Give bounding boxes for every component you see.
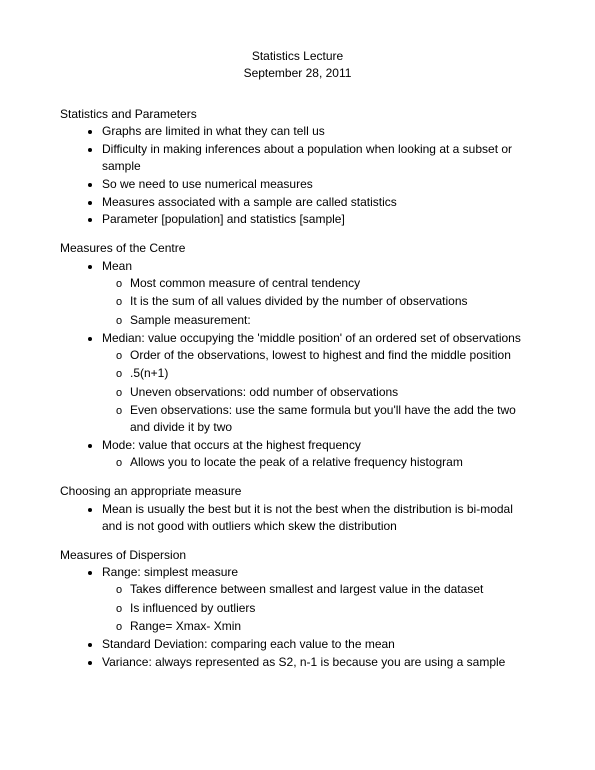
sub-list: Allows you to locate the peak of a relat…	[102, 454, 535, 471]
list-item: Mode: value that occurs at the highest f…	[102, 437, 535, 471]
list-item: Graphs are limited in what they can tell…	[102, 123, 535, 140]
list-item: Measures associated with a sample are ca…	[102, 194, 535, 211]
section-measures-centre: Measures of the Centre Mean Most common …	[60, 240, 535, 471]
section-choosing-measure: Choosing an appropriate measure Mean is …	[60, 483, 535, 534]
item-label: Median: value occupying the 'middle posi…	[102, 331, 521, 345]
list-item: Parameter [population] and statistics [s…	[102, 211, 535, 228]
section-measures-dispersion: Measures of Dispersion Range: simplest m…	[60, 547, 535, 671]
sub-list: Most common measure of central tendency …	[102, 275, 535, 329]
list-item: Mean is usually the best but it is not t…	[102, 501, 535, 535]
section-statistics-parameters: Statistics and Parameters Graphs are lim…	[60, 106, 535, 229]
section-heading: Measures of the Centre	[60, 240, 535, 257]
sub-list-item: .5(n+1)	[130, 365, 535, 382]
sub-list-item: Even observations: use the same formula …	[130, 402, 535, 436]
bullet-list: Range: simplest measure Takes difference…	[60, 564, 535, 671]
sub-list: Takes difference between smallest and la…	[102, 581, 535, 635]
section-heading: Choosing an appropriate measure	[60, 483, 535, 500]
list-item: Median: value occupying the 'middle posi…	[102, 330, 535, 436]
bullet-list: Mean is usually the best but it is not t…	[60, 501, 535, 535]
sub-list-item: Takes difference between smallest and la…	[130, 581, 535, 598]
sub-list-item: Is influenced by outliers	[130, 600, 535, 617]
sub-list: Order of the observations, lowest to hig…	[102, 347, 535, 436]
sub-list-item: It is the sum of all values divided by t…	[130, 293, 535, 310]
document-header: Statistics Lecture September 28, 2011	[60, 48, 535, 82]
item-label: Range: simplest measure	[102, 565, 238, 579]
document-title: Statistics Lecture	[60, 48, 535, 65]
sub-list-item: Sample measurement:	[130, 312, 535, 329]
document-date: September 28, 2011	[60, 65, 535, 82]
sub-list-item: Range= Xmax- Xmin	[130, 618, 535, 635]
bullet-list: Graphs are limited in what they can tell…	[60, 123, 535, 228]
list-item: Variance: always represented as S2, n-1 …	[102, 654, 535, 671]
item-label: Mode: value that occurs at the highest f…	[102, 438, 361, 452]
section-heading: Statistics and Parameters	[60, 106, 535, 123]
list-item: Standard Deviation: comparing each value…	[102, 636, 535, 653]
sub-list-item: Allows you to locate the peak of a relat…	[130, 454, 535, 471]
section-heading: Measures of Dispersion	[60, 547, 535, 564]
list-item: Range: simplest measure Takes difference…	[102, 564, 535, 635]
sub-list-item: Most common measure of central tendency	[130, 275, 535, 292]
item-label: Mean	[102, 259, 132, 273]
bullet-list: Mean Most common measure of central tend…	[60, 258, 535, 471]
list-item: Difficulty in making inferences about a …	[102, 141, 535, 175]
list-item: So we need to use numerical measures	[102, 176, 535, 193]
sub-list-item: Order of the observations, lowest to hig…	[130, 347, 535, 364]
sub-list-item: Uneven observations: odd number of obser…	[130, 384, 535, 401]
list-item: Mean Most common measure of central tend…	[102, 258, 535, 329]
